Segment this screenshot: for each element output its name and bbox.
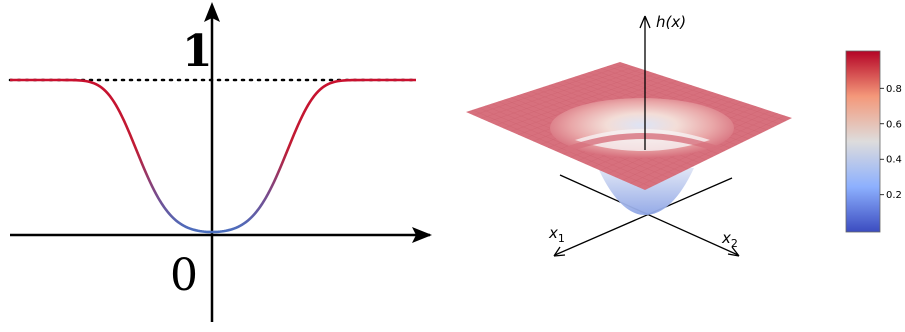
mesh-line xyxy=(600,68,774,128)
left-panel: 1 0 xyxy=(8,2,432,322)
colorbar-tick-label: 0.4 xyxy=(886,155,902,166)
x2-axis-arrow-icon xyxy=(553,246,566,257)
mesh-line xyxy=(637,115,785,187)
surface-dish-rim xyxy=(564,133,722,153)
mesh-line xyxy=(607,65,780,125)
right-panel: h(x) x1 x2 0.2 0.4 0.6 0.8 xyxy=(466,13,902,257)
x2-axis-label: x2 xyxy=(721,229,738,250)
horizontal-axis-arrow-icon xyxy=(412,227,432,243)
x1-axis xyxy=(559,174,739,256)
z-axis-arrow-icon xyxy=(639,15,651,29)
colorbar-tick-label: 0.2 xyxy=(886,190,902,201)
label-zero: 0 xyxy=(170,250,198,301)
z-axis-label: h(x) xyxy=(656,13,686,31)
colorbar-tick-label: 0.6 xyxy=(886,119,902,130)
label-one: 1 xyxy=(182,26,213,77)
vertical-axis-arrow-icon xyxy=(204,2,220,22)
surface-dish-inner xyxy=(575,129,710,151)
well-curve xyxy=(10,78,416,234)
colorbar-ticks: 0.2 0.4 0.6 0.8 xyxy=(880,84,902,201)
colorbar-tick-label: 0.8 xyxy=(886,84,902,95)
x1-axis-label: x1 xyxy=(548,224,565,245)
mesh-line xyxy=(613,63,786,122)
x1-axis-arrow-icon xyxy=(727,246,740,257)
x2-axis xyxy=(554,177,733,256)
colorbar xyxy=(845,50,881,233)
